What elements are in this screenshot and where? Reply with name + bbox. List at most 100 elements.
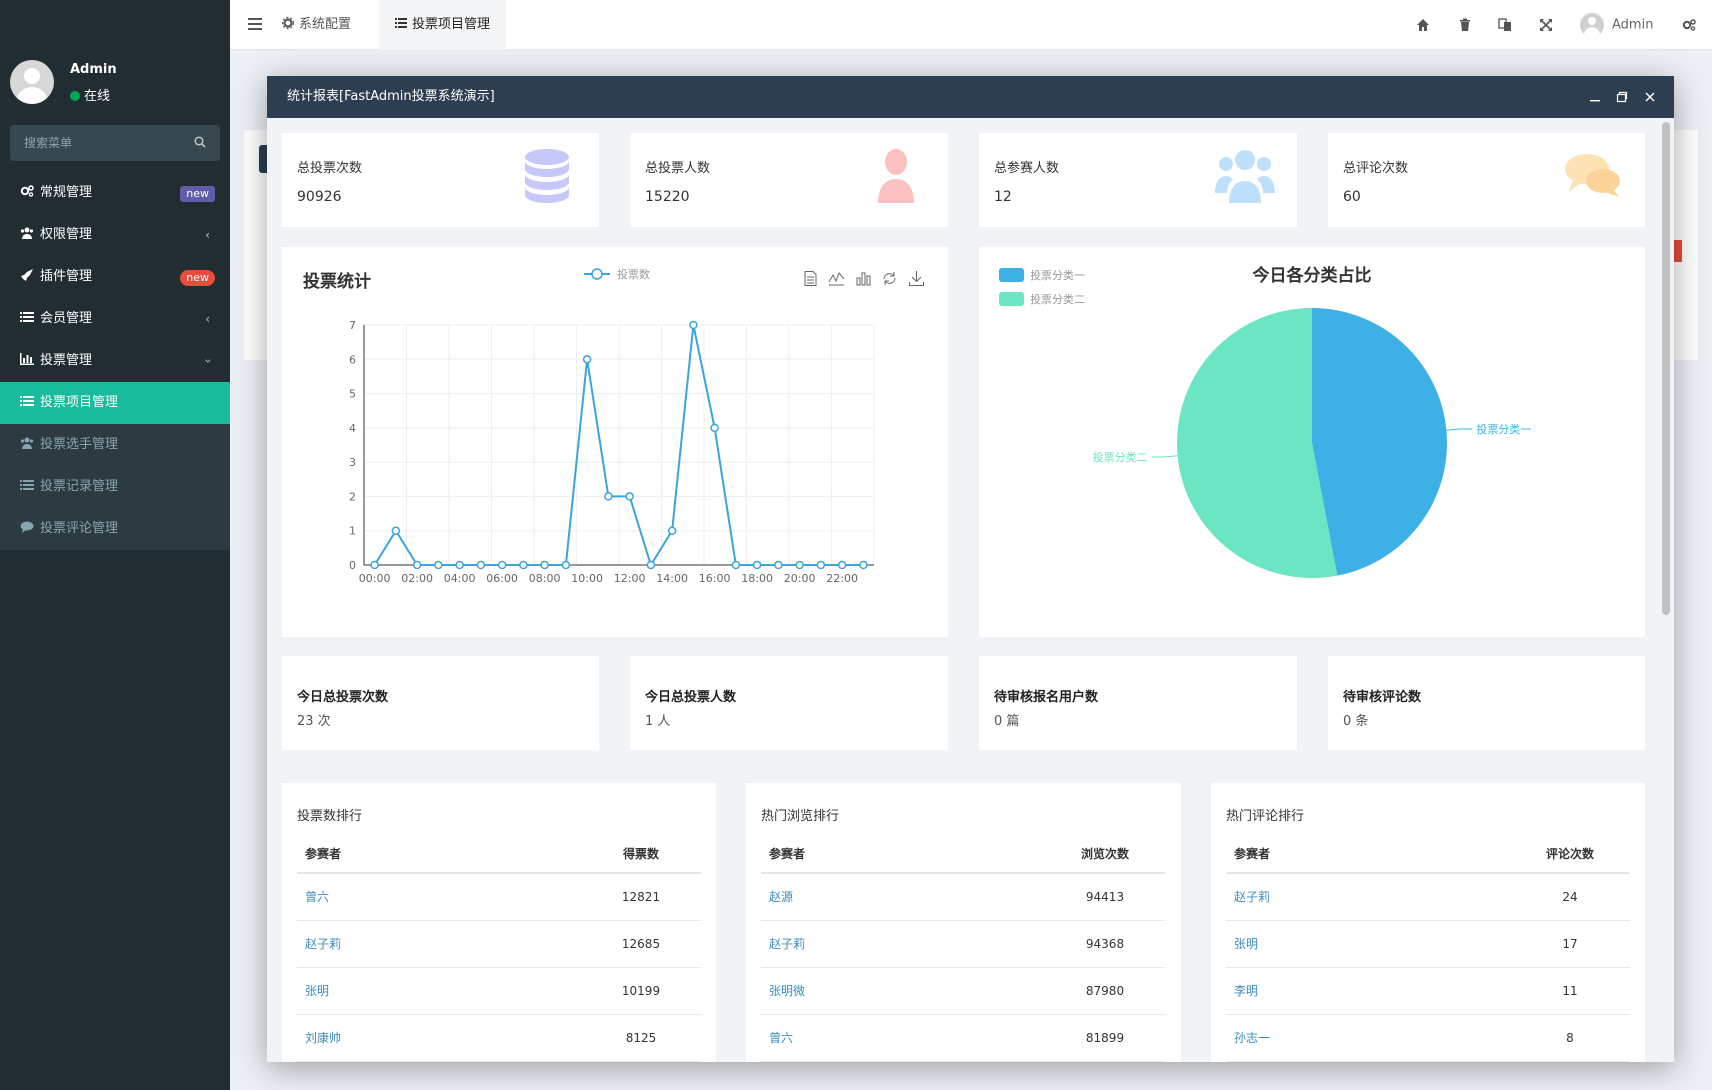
player-link[interactable]: 张明	[1234, 937, 1259, 951]
player-link[interactable]: 孙志一	[1234, 1031, 1271, 1045]
online-dot-icon	[70, 91, 80, 101]
player-link[interactable]: 赵源	[769, 890, 794, 905]
user-name: Admin	[70, 62, 117, 77]
menu-search-input[interactable]	[10, 125, 180, 161]
tab-vote-project[interactable]: 投票项目管理	[379, 0, 507, 50]
stat-card-total-comments: 总评论次数 60	[1328, 133, 1645, 227]
y-tick-label: 1	[349, 525, 356, 538]
sidebar-item-label: 常规管理	[40, 185, 93, 200]
trash-icon[interactable]	[1458, 18, 1472, 32]
player-link[interactable]: 曾六	[305, 890, 330, 905]
y-tick-label: 4	[349, 422, 356, 435]
column-header: 参赛者	[297, 835, 581, 874]
x-tick-label: 14:00	[656, 572, 688, 585]
player-link[interactable]: 赵子莉	[769, 937, 806, 951]
bar-chart-switch-icon[interactable]	[855, 270, 872, 287]
download-icon[interactable]	[908, 270, 925, 287]
player-link[interactable]: 李明	[1234, 984, 1259, 998]
sidebar-item-auth[interactable]: 权限管理 ‹	[0, 214, 230, 256]
stat-label: 总评论次数	[1343, 161, 1409, 176]
stat-card-total-votes: 总投票次数 90926	[282, 133, 599, 227]
maximize-icon[interactable]	[1616, 91, 1628, 103]
legend-swatch	[999, 292, 1024, 306]
x-tick-label: 16:00	[699, 572, 731, 585]
x-tick-label: 10:00	[571, 572, 603, 585]
ranking-table: 参赛者 得票数 曾六 12821 赵子莉 12685 张明 10199 刘康帅 8125	[297, 835, 701, 1062]
column-header: 浏览次数	[1045, 835, 1165, 874]
data-point	[540, 560, 549, 570]
sidebar-item-vote-comment[interactable]: 投票评论管理	[0, 508, 230, 550]
ranking-title: 热门浏览排行	[761, 809, 840, 824]
navbar-user-name: Admin	[1612, 17, 1654, 33]
minimize-icon[interactable]	[1589, 91, 1601, 103]
pie-slice-label: 投票分类二	[1093, 450, 1148, 464]
stat-label: 总投票人数	[645, 161, 711, 176]
column-header: 参赛者	[1226, 835, 1510, 874]
data-view-icon[interactable]	[802, 270, 819, 287]
line-chart-switch-icon[interactable]	[828, 270, 845, 287]
modal-scrollbar[interactable]	[1662, 122, 1670, 615]
table-row: 张明 17	[1226, 920, 1630, 968]
player-link[interactable]: 张明微	[769, 984, 806, 998]
rank-value: 17	[1510, 920, 1630, 968]
player-link[interactable]: 曾六	[769, 1031, 794, 1045]
menu-toggle-icon[interactable]	[248, 18, 262, 30]
tab-label: 系统配置	[299, 17, 352, 32]
today-card-pending-signup: 待审核报名用户数 0 篇	[979, 656, 1297, 750]
sidebar-menu: 常规管理 new 权限管理 ‹ 插件管理 new 会员管理 ‹ 投票管理 ‹ 投…	[0, 172, 230, 550]
rank-value: 12685	[581, 920, 701, 968]
sidebar-item-vote-record[interactable]: 投票记录管理	[0, 466, 230, 508]
sidebar-item-label: 权限管理	[40, 227, 93, 242]
home-icon[interactable]	[1416, 18, 1430, 32]
modal-header: 统计报表[FastAdmin投票系统演示]	[267, 76, 1674, 118]
restore-icon[interactable]	[881, 270, 898, 287]
search-icon[interactable]	[194, 136, 206, 148]
x-tick-label: 18:00	[741, 572, 773, 585]
data-point	[774, 560, 783, 570]
sidebar-item-vote-player[interactable]: 投票选手管理	[0, 424, 230, 466]
pie-slice	[1312, 308, 1447, 576]
today-card-pending-comments: 待审核评论数 0 条	[1328, 656, 1645, 750]
stat-value: 60	[1343, 189, 1361, 205]
sidebar-item-vote[interactable]: 投票管理 ‹	[0, 340, 230, 382]
rank-value: 8125	[581, 1014, 701, 1062]
cogs-icon[interactable]	[1682, 18, 1696, 32]
ranking-card-votes: 投票数排行 参赛者 得票数 曾六 12821 赵子莉 12685 张明 10199 刘康…	[282, 783, 716, 1062]
fullscreen-icon[interactable]	[1539, 18, 1553, 32]
sidebar-item-members[interactable]: 会员管理 ‹	[0, 298, 230, 340]
table-row: 刘康帅 8125	[297, 1014, 701, 1062]
table-row: 孙志一 8	[1226, 1014, 1630, 1062]
player-link[interactable]: 赵子莉	[305, 937, 342, 951]
table-row: 赵子莉 12685	[297, 920, 701, 968]
pie-slice	[1177, 308, 1338, 578]
rank-value: 24	[1510, 873, 1630, 921]
player-link[interactable]: 张明	[305, 984, 330, 998]
x-tick-label: 20:00	[784, 572, 816, 585]
x-tick-label: 00:00	[359, 572, 391, 585]
data-point	[582, 355, 592, 364]
today-label: 今日总投票次数	[297, 690, 389, 705]
sidebar-item-vote-project[interactable]: 投票项目管理	[0, 382, 230, 424]
rank-value: 12821	[581, 873, 701, 921]
close-icon[interactable]	[1644, 91, 1656, 103]
tab-system-config[interactable]: 系统配置	[266, 0, 367, 50]
data-point	[625, 492, 634, 501]
sidebar-item-general[interactable]: 常规管理 new	[0, 172, 230, 214]
data-point	[646, 560, 656, 570]
sidebar-item-plugins[interactable]: 插件管理 new	[0, 256, 230, 298]
legend-label: 投票分类二	[1030, 292, 1085, 306]
player-link[interactable]: 刘康帅	[305, 1031, 342, 1045]
today-value: 0 条	[1343, 714, 1369, 729]
player-link[interactable]: 赵子莉	[1234, 890, 1271, 905]
legend-label: 投票分类一	[1030, 268, 1085, 282]
sidebar-item-label: 投票项目管理	[40, 395, 119, 410]
table-row: 张明微 87980	[761, 967, 1165, 1015]
legend-swatch	[999, 268, 1024, 282]
navbar-user[interactable]: Admin	[1580, 13, 1653, 37]
table-row: 赵子莉 94368	[761, 920, 1165, 968]
today-value: 23 次	[297, 714, 331, 729]
rank-value: 81899	[1045, 1014, 1165, 1062]
new-badge: new	[180, 270, 215, 286]
language-icon[interactable]	[1498, 18, 1512, 32]
vote-stats-chart-card: 投票统计 0 1 2 3 4 5 6 7 00:00 02:00 04:00 06:00 08:00 10…	[282, 247, 948, 637]
